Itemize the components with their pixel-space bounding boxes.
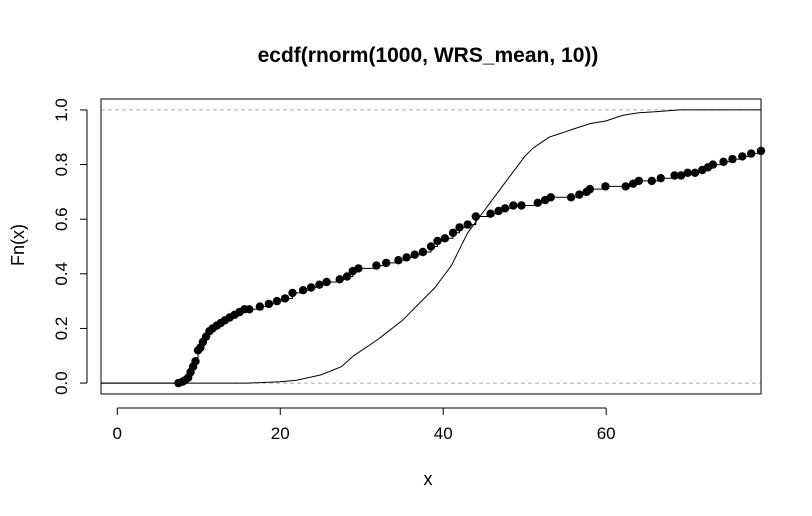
ecdf-point [546,193,555,202]
ecdf-point [255,302,265,311]
ecdf-point [621,182,630,191]
ecdf-point [601,182,610,191]
x-tick-label-2: 40 [434,424,453,443]
ecdf-point [647,176,656,186]
ecdf-point [298,286,308,295]
ecdf-point [463,220,472,229]
ecdf-point [486,209,495,218]
x-tick-label-3: 60 [597,424,616,443]
ecdf-point [440,234,450,243]
y-tick-label-5: 1.0 [52,98,71,122]
x-axis-label: x [424,469,433,489]
y-tick-label-3: 0.6 [52,207,71,231]
ecdf-point [494,206,503,216]
ecdf-point [448,228,458,237]
ecdf-point [280,294,290,303]
ecdf-point [690,168,700,177]
ecdf-point [426,242,436,251]
ecdf-point [517,201,526,210]
ecdf-point [566,193,576,202]
plot-area: 0 20 40 60 0.0 0.2 0.4 0.6 0.8 1.0 [52,98,766,443]
ecdf-point [575,190,584,199]
ecdf-point [728,154,737,164]
ecdf-point [272,296,282,306]
y-tick-label-4: 0.8 [52,153,71,177]
ecdf-point [402,253,411,262]
ecdf-point [670,171,679,180]
ecdf-point [747,149,756,158]
ecdf-point [335,275,344,284]
ecdf-point [307,283,316,292]
ecdf-point [264,299,274,309]
ecdf-point [500,204,510,213]
ecdf-point [656,174,665,183]
chart-title: ecdf(rnorm(1000, WRS_mean, 10)) [258,44,599,67]
ecdf-point [509,201,518,210]
y-axis-label: Fn(x) [8,224,28,266]
ecdf-point [585,184,595,194]
ecdf-point [315,280,324,289]
ecdf-point [455,223,464,232]
ecdf-point [418,247,428,257]
ecdf-point [634,176,643,186]
ecdf-point [410,250,419,259]
ecdf-point [245,305,254,314]
ecdf-point [433,236,442,246]
ecdf-point [719,157,728,166]
ecdf-point [683,168,692,177]
ecdf-point [322,277,331,287]
ecdf-line-series-1 [101,109,761,384]
ecdf-point [533,198,542,207]
ecdf-point [676,171,686,180]
y-tick-label-0: 0.0 [52,371,71,395]
ecdf-point [288,288,297,298]
ecdf-point [471,212,480,221]
ecdf-point [738,152,747,161]
ecdf-point [708,160,718,169]
ecdf-point [191,357,200,366]
ecdf-point [372,261,381,270]
plot-border [100,98,762,395]
ecdf-point [342,272,352,281]
x-tick-label-0: 0 [113,424,122,443]
ecdf-point [394,256,403,265]
ecdf-point [756,146,766,156]
y-tick-label-2: 0.4 [52,262,71,286]
y-tick-label-1: 0.2 [52,317,71,341]
x-tick-label-1: 20 [271,424,290,443]
ecdf-point [354,264,363,273]
ecdf-point [382,258,391,268]
